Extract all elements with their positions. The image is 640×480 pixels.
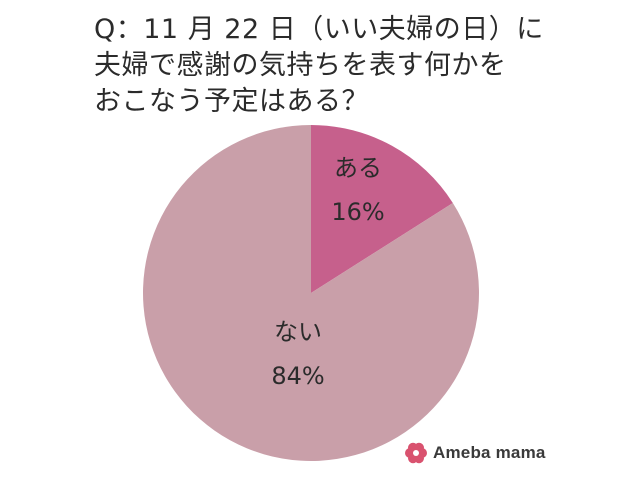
pie-slice-1 [311,125,453,293]
brand-name: Ameba mama [433,443,546,462]
flower-icon [405,442,427,464]
slice-label-2: ない [274,318,322,346]
title-line-1: Q：11 月 22 日（いい夫婦の日）に [94,14,544,45]
slice-label-1: ある [334,154,382,182]
title-line-3: おこなう予定はある？ [94,86,369,117]
flower-center [413,450,419,456]
slice-value-1: 16% [331,198,384,226]
pie-slice-2 [143,125,479,461]
brand-logo: Ameba mama [404,440,546,466]
slice-value-2: 84% [271,362,324,390]
title-line-2: 夫婦で感謝の気持ちを表す何かを [94,50,507,81]
chart-title: Q：11 月 22 日（いい夫婦の日）に 夫婦で感謝の気持ちを表す何かを おこな… [94,12,614,120]
